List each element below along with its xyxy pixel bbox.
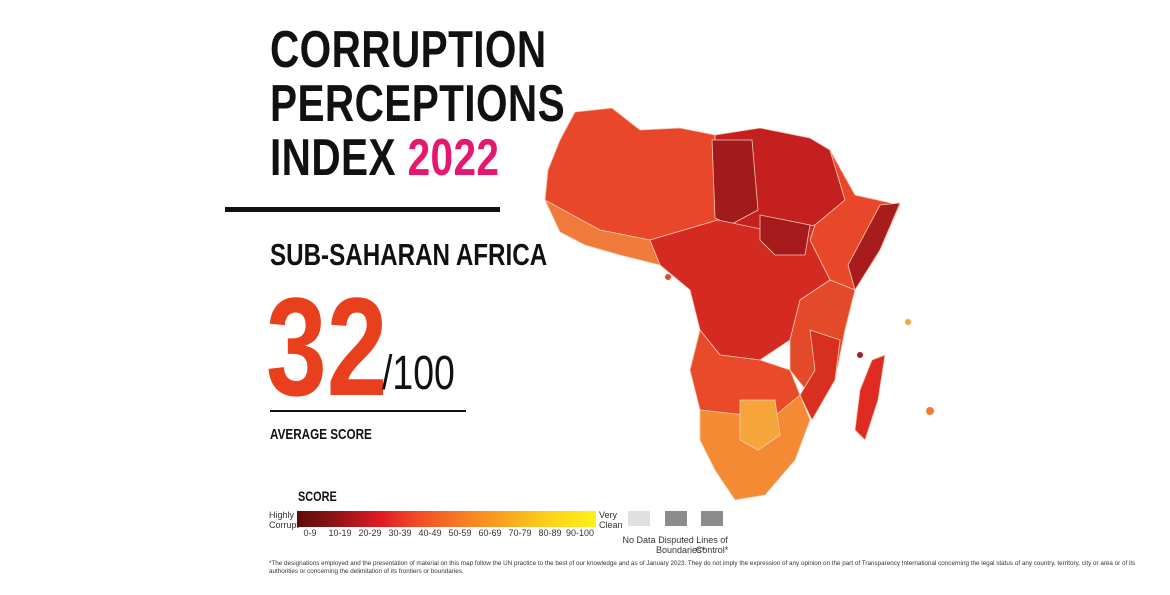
region-madagascar (854, 354, 886, 441)
legend-disputed: Disputed Boundaries* (656, 535, 706, 555)
divider (225, 207, 500, 212)
island-marker (905, 319, 911, 325)
lines-of-control-swatch (701, 511, 723, 526)
title-index: INDEX (270, 129, 408, 187)
region-west-coast (544, 199, 661, 266)
disputed-boundaries-swatch (665, 511, 687, 526)
region-mozambique (799, 329, 841, 421)
title-line-3: INDEX 2022 (270, 132, 499, 184)
legend-lines-of-control: Lines of Control* (695, 535, 729, 555)
island-marker (926, 407, 934, 415)
africa-map (544, 107, 934, 501)
region-botswana (739, 399, 781, 451)
legend-color-scale (297, 511, 596, 527)
score-divider (270, 410, 466, 412)
region-somalia (847, 202, 901, 291)
region-south-sudan (759, 214, 811, 256)
legend-range-label: 60-69 (478, 528, 502, 538)
legend-high-label: Very Clean (599, 510, 623, 530)
island-marker (857, 352, 863, 358)
legend-range-label: 50-59 (448, 528, 472, 538)
legend-range-label: 10-19 (328, 528, 352, 538)
average-score-label: AVERAGE SCORE (270, 426, 372, 443)
score-out-of: /100 (382, 347, 455, 400)
no-data-swatch (628, 511, 650, 526)
region-title: SUB-SAHARAN AFRICA (270, 237, 548, 272)
legend-no-data: No Data (622, 535, 656, 545)
legend-range-label: 80-89 (538, 528, 562, 538)
legend-range-label: 20-29 (358, 528, 382, 538)
island-marker (665, 274, 671, 280)
average-score-value: 32 (266, 268, 388, 425)
legend-low-label: Highly Corrupt (269, 510, 300, 530)
legend-range-label: 30-39 (388, 528, 412, 538)
title-year: 2022 (407, 129, 500, 187)
legend-range-label: 70-79 (508, 528, 532, 538)
legend-title: SCORE (298, 488, 337, 504)
legend-range-label: 90-100 (565, 528, 595, 538)
legend-range-label: 0-9 (303, 528, 317, 538)
title-line-2: PERCEPTIONS (270, 75, 566, 133)
region-chad (711, 139, 759, 226)
title-line-1: CORRUPTION (270, 21, 547, 79)
legend-range-label: 40-49 (418, 528, 442, 538)
footnote: *The designations employed and the prese… (269, 560, 1136, 575)
